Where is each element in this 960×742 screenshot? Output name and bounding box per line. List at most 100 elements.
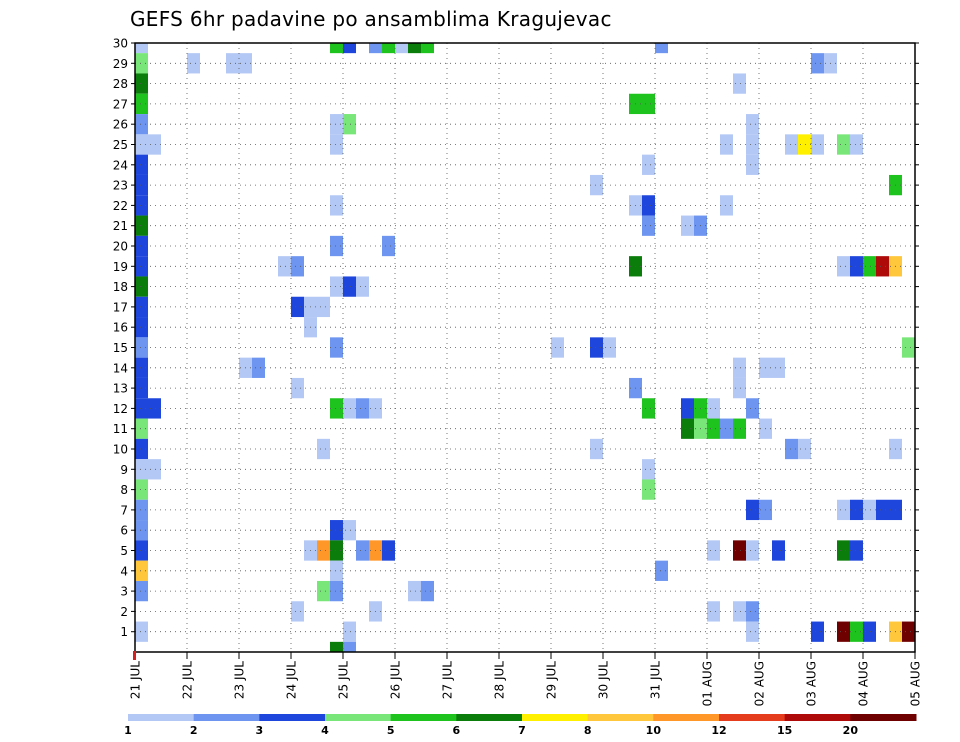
heatmap-cell [356,540,369,561]
heatmap-cell [876,256,889,277]
heatmap-cell [408,580,421,602]
heatmap-cell [837,499,850,521]
heatmap-cell [291,256,304,277]
heatmap-cell [330,641,343,652]
x-tick-label: 31 JUL [649,661,663,699]
heatmap-cell [135,357,148,378]
colorbar-label: 10 [646,724,662,737]
x-tick-label: 02 AUG [753,661,767,706]
heatmap-cell [252,357,265,378]
heatmap-cell [707,601,720,622]
colorbar-label: 4 [321,724,329,737]
heatmap-cell [772,540,785,561]
y-tick-label: 10 [113,443,128,457]
heatmap-cell [291,601,304,622]
heatmap-cell [135,560,148,581]
heatmap-cell [421,43,434,54]
y-tick-label: 15 [113,341,128,355]
y-tick-label: 27 [113,97,128,111]
heatmap-cell [837,621,850,642]
heatmap-cell [733,357,746,378]
heatmap-cell [746,601,759,622]
y-tick-label: 29 [113,57,128,71]
colorbar-segment [193,714,260,721]
heatmap-cell [837,540,850,561]
y-axis: 1234567891011121314151617181920212223242… [113,37,919,639]
y-tick-label: 5 [120,544,128,558]
heatmap-cell [278,256,291,277]
heatmap-cell [681,418,694,439]
colorbar-segment [259,714,326,721]
y-tick-label: 6 [120,524,128,538]
heatmap-cell [655,560,668,581]
heatmap-cell [135,134,148,155]
heatmap-cell [135,520,148,541]
heatmap-cell [317,438,330,460]
heatmap-cell [850,540,863,561]
heatmap-cell [135,93,148,115]
heatmap-cell [811,53,824,74]
heatmap-cell [317,540,330,561]
x-tick-label: 27 JUL [441,661,455,699]
colorbar-segment [850,714,917,721]
y-tick-label: 19 [113,260,128,274]
heatmap-cell [330,235,343,257]
colorbar-segment [522,714,589,721]
heatmap-cell [343,398,356,419]
heatmap-cell [720,134,733,155]
heatmap-cell [330,195,343,216]
heatmap-cell [330,114,343,135]
heatmap-cell [902,337,915,358]
gridlines [135,43,915,652]
x-tick-label: 01 AUG [701,661,715,706]
heatmap-cell [148,459,161,480]
y-tick-label: 20 [113,240,128,254]
colorbar-label: 20 [843,724,859,737]
heatmap-cell [746,621,759,642]
heatmap-cell [850,621,863,642]
heatmap-cell [746,398,759,419]
heatmap-cell [798,438,811,460]
heatmap-cell [135,540,148,561]
y-tick-label: 4 [120,564,128,578]
heatmap-cell [356,276,369,297]
heatmap-cell [330,580,343,602]
colorbar-label: 8 [584,724,592,737]
heatmap-cell [733,418,746,439]
heatmap-cell [837,256,850,277]
colorbar: 1 2 3 4 5 6 7 8 10 12 15 20 [124,714,917,737]
y-tick-label: 13 [113,382,128,396]
heatmap-cell [655,43,668,54]
heatmap-cell [343,621,356,642]
heatmap-cell [330,398,343,419]
y-tick-label: 28 [113,77,128,91]
heatmap-cell [382,43,395,54]
y-tick-label: 7 [120,503,128,517]
colorbar-label: 6 [453,724,461,737]
y-tick-label: 16 [113,321,128,335]
y-tick-label: 9 [120,463,128,477]
colorbar-segment [587,714,654,721]
heatmap-cell [135,235,148,257]
heatmap-cell [343,43,356,54]
heatmap-cell [863,621,876,642]
colorbar-label: 15 [777,724,792,737]
colorbar-label: 7 [518,724,526,737]
colorbar-label: 1 [124,724,132,737]
heatmap-cell [863,256,876,277]
heatmap-cell [746,540,759,561]
y-tick-label: 18 [113,280,128,294]
heatmap-cell [135,73,148,94]
heatmap-cell [330,540,343,561]
heatmap-cell [135,256,148,277]
x-tick-label: 24 JUL [285,661,299,699]
heatmap-cell [135,438,148,460]
colorbar-segment [128,714,195,721]
heatmap-cell [902,621,915,642]
heatmap-cell [798,134,811,155]
x-tick-label: 26 JUL [389,661,403,699]
heatmap-cell [135,459,148,480]
heatmap-cell [343,641,356,652]
heatmap-cell [642,93,655,115]
heatmap-cell [551,337,564,358]
